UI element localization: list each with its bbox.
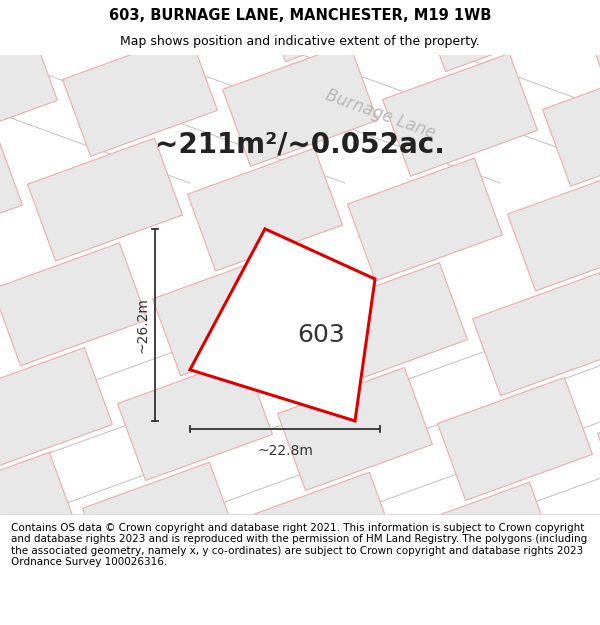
Polygon shape: [257, 0, 412, 62]
Polygon shape: [403, 482, 557, 605]
Polygon shape: [242, 472, 397, 595]
Text: Contains OS data © Crown copyright and database right 2021. This information is : Contains OS data © Crown copyright and d…: [11, 522, 587, 568]
Polygon shape: [98, 0, 253, 52]
Polygon shape: [578, 0, 600, 81]
Polygon shape: [47, 567, 202, 625]
Polygon shape: [118, 357, 272, 481]
Polygon shape: [0, 243, 148, 366]
Polygon shape: [0, 24, 58, 146]
Polygon shape: [190, 229, 375, 421]
Text: ~22.8m: ~22.8m: [257, 444, 313, 458]
Polygon shape: [368, 587, 523, 625]
Polygon shape: [0, 128, 22, 251]
Polygon shape: [508, 168, 600, 291]
Polygon shape: [62, 34, 217, 156]
Text: Map shows position and indicative extent of the property.: Map shows position and indicative extent…: [120, 35, 480, 48]
Polygon shape: [347, 158, 502, 281]
Polygon shape: [83, 462, 238, 585]
Polygon shape: [188, 148, 343, 271]
Polygon shape: [152, 253, 307, 376]
Polygon shape: [0, 557, 43, 625]
Polygon shape: [208, 577, 362, 625]
Text: 603: 603: [298, 322, 345, 347]
Text: ~26.2m: ~26.2m: [136, 297, 150, 353]
Polygon shape: [223, 43, 377, 166]
Polygon shape: [0, 452, 77, 575]
Polygon shape: [313, 263, 467, 386]
Polygon shape: [527, 597, 600, 625]
Polygon shape: [563, 492, 600, 615]
Polygon shape: [437, 378, 592, 501]
Polygon shape: [28, 138, 182, 261]
Polygon shape: [473, 272, 600, 396]
Polygon shape: [598, 388, 600, 511]
Polygon shape: [278, 368, 433, 491]
Text: Burnage Lane: Burnage Lane: [323, 87, 437, 143]
Polygon shape: [542, 63, 600, 186]
Polygon shape: [0, 0, 92, 42]
Polygon shape: [383, 53, 538, 176]
Text: ~211m²/~0.052ac.: ~211m²/~0.052ac.: [155, 131, 445, 159]
Polygon shape: [418, 0, 572, 72]
Text: 603, BURNAGE LANE, MANCHESTER, M19 1WB: 603, BURNAGE LANE, MANCHESTER, M19 1WB: [109, 8, 491, 23]
Polygon shape: [0, 348, 112, 471]
